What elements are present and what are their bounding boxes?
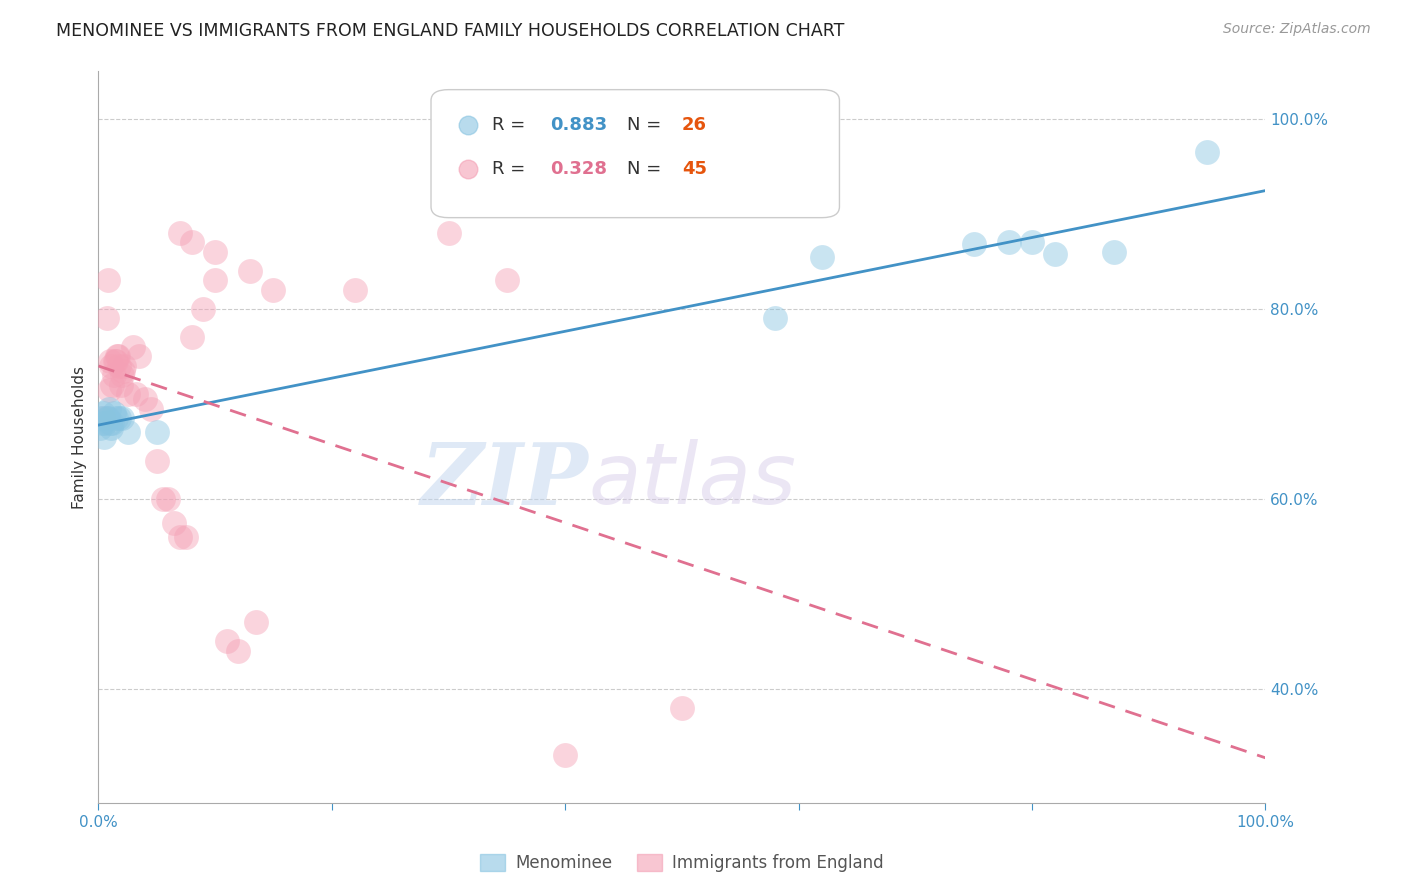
Point (245, 615, 267, 630)
Point (104, 411, 127, 425)
Point (169, 530, 191, 544)
Point (94, 416, 117, 430)
Point (96, 411, 118, 425)
Point (108, 411, 131, 425)
Point (101, 377, 124, 392)
Point (110, 377, 132, 392)
Point (134, 392, 156, 406)
Point (163, 516, 186, 530)
Point (105, 349, 128, 363)
FancyBboxPatch shape (432, 90, 839, 218)
Point (262, 283, 284, 297)
Point (97, 401, 120, 416)
Point (174, 530, 197, 544)
Point (997, 235, 1019, 250)
Point (111, 363, 134, 377)
Point (204, 244, 226, 259)
Point (104, 354, 127, 368)
Point (962, 237, 984, 252)
Point (111, 411, 134, 425)
Point (811, 250, 834, 264)
Point (157, 491, 180, 506)
Point (457, 238, 479, 252)
Text: 0.883: 0.883 (550, 116, 607, 134)
Point (122, 340, 145, 354)
Point (215, 634, 238, 648)
Point (107, 349, 129, 363)
Point (204, 273, 226, 287)
Point (89, 420, 111, 434)
Point (90, 411, 112, 425)
Legend: Menominee, Immigrants from England: Menominee, Immigrants from England (474, 847, 890, 879)
Point (104, 354, 127, 368)
Point (437, 226, 460, 240)
Point (763, 311, 786, 326)
Point (152, 491, 174, 506)
Point (111, 368, 134, 383)
Text: N =: N = (627, 116, 661, 134)
Point (193, 301, 215, 316)
Point (1102, 244, 1125, 259)
Point (100, 359, 122, 373)
Point (112, 359, 135, 373)
Text: R =: R = (492, 160, 524, 178)
Point (1021, 235, 1043, 250)
Point (1045, 246, 1067, 260)
Point (457, 181, 479, 195)
Point (90, 416, 112, 430)
Point (495, 273, 517, 287)
Point (139, 401, 162, 416)
Point (103, 368, 125, 383)
Point (91, 406, 114, 420)
Point (239, 264, 262, 278)
Point (96, 311, 118, 326)
Text: 0.328: 0.328 (550, 160, 607, 178)
Point (103, 406, 125, 420)
Point (98, 354, 121, 368)
Text: ZIP: ZIP (420, 439, 589, 523)
Point (169, 226, 191, 240)
Point (97, 411, 120, 425)
Text: 45: 45 (682, 160, 707, 178)
Point (128, 349, 150, 363)
Point (180, 235, 202, 250)
Text: 26: 26 (682, 116, 707, 134)
Point (146, 454, 169, 468)
Point (93, 430, 115, 444)
Point (117, 387, 139, 401)
Text: N =: N = (627, 160, 661, 178)
Point (98, 416, 121, 430)
Point (344, 283, 367, 297)
Point (93, 411, 115, 425)
Text: MENOMINEE VS IMMIGRANTS FROM ENGLAND FAMILY HOUSEHOLDS CORRELATION CHART: MENOMINEE VS IMMIGRANTS FROM ENGLAND FAM… (56, 22, 845, 40)
Point (97, 273, 120, 287)
Point (554, 748, 576, 763)
Point (100, 420, 122, 434)
Point (180, 330, 202, 344)
Point (671, 701, 693, 715)
Y-axis label: Family Households: Family Households (72, 366, 87, 508)
Point (228, 644, 250, 658)
Point (125, 387, 148, 401)
Point (108, 359, 131, 373)
Point (101, 416, 124, 430)
Point (1195, 145, 1218, 160)
Text: Source: ZipAtlas.com: Source: ZipAtlas.com (1223, 22, 1371, 37)
Text: atlas: atlas (589, 440, 797, 523)
Text: R =: R = (492, 116, 524, 134)
Point (117, 425, 139, 440)
Point (146, 425, 169, 440)
Point (97, 383, 120, 397)
